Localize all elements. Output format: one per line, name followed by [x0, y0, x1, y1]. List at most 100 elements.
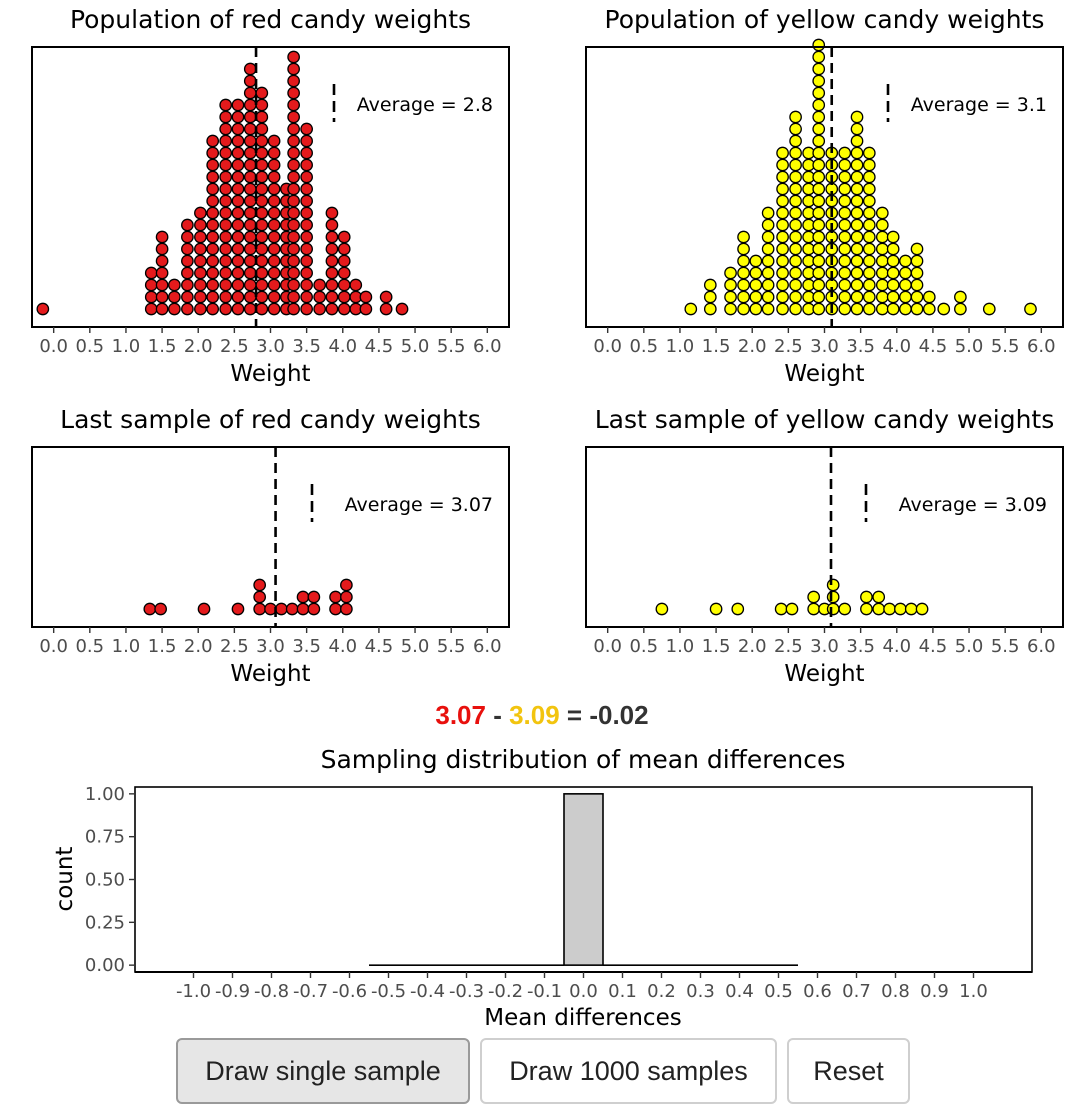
- data-point: [219, 242, 233, 256]
- data-point: [872, 602, 886, 616]
- data-point: [838, 230, 852, 244]
- data-point: [329, 590, 342, 604]
- x-tick-label: 3.0: [810, 336, 839, 357]
- data-point: [850, 230, 864, 244]
- data-point: [287, 146, 300, 160]
- data-point: [287, 170, 300, 184]
- data-point: [206, 242, 220, 256]
- data-point: [194, 302, 207, 316]
- data-point: [287, 182, 300, 196]
- x-tick-label: -0.5: [371, 981, 406, 1002]
- data-point: [850, 146, 864, 160]
- x-tick-label: 0.5: [764, 981, 793, 1002]
- data-point: [850, 206, 864, 220]
- data-point: [910, 242, 924, 256]
- data-point: [267, 242, 281, 256]
- data-point: [850, 134, 864, 148]
- data-point: [255, 98, 269, 112]
- data-point: [287, 86, 300, 100]
- x-tick-label: 3.5: [846, 336, 875, 357]
- data-point: [300, 158, 313, 172]
- data-point: [812, 86, 826, 100]
- data-point: [724, 266, 737, 280]
- data-point: [776, 194, 789, 208]
- data-point: [300, 290, 313, 304]
- data-point: [826, 578, 840, 592]
- x-tick-label: 3.5: [292, 336, 321, 357]
- data-point: [337, 290, 351, 304]
- data-point: [243, 170, 257, 184]
- data-point: [886, 242, 900, 256]
- data-point: [243, 230, 257, 244]
- data-point: [340, 602, 353, 616]
- data-point: [915, 602, 929, 616]
- x-tick-label: 1.5: [148, 336, 177, 357]
- data-point: [789, 122, 802, 136]
- data-point: [274, 602, 288, 616]
- x-tick-label: 5.5: [437, 636, 466, 657]
- x-tick-label: 0.1: [608, 981, 637, 1002]
- data-point: [761, 302, 775, 316]
- data-point: [243, 194, 257, 208]
- data-point: [243, 122, 257, 136]
- x-tick-label: 0.3: [686, 981, 715, 1002]
- data-point: [838, 290, 852, 304]
- data-point: [337, 302, 351, 316]
- data-point: [337, 266, 351, 280]
- data-point: [325, 302, 339, 316]
- x-tick-label: -0.9: [215, 981, 250, 1002]
- data-point: [337, 242, 351, 256]
- data-point: [789, 290, 802, 304]
- data-point: [194, 266, 207, 280]
- x-tick-label: 4.0: [328, 336, 357, 357]
- panel-title: Last sample of red candy weights: [60, 405, 481, 434]
- data-point: [812, 290, 826, 304]
- data-point: [812, 278, 826, 292]
- data-point: [267, 182, 281, 196]
- reset-button[interactable]: Reset: [787, 1038, 910, 1104]
- data-point: [737, 230, 750, 244]
- data-point: [850, 110, 864, 124]
- data-point: [325, 254, 339, 268]
- data-point: [776, 182, 789, 196]
- data-point: [776, 254, 789, 268]
- data-point: [737, 302, 750, 316]
- data-point: [862, 206, 876, 220]
- data-point: [761, 290, 775, 304]
- data-point: [243, 254, 257, 268]
- data-point: [776, 158, 789, 172]
- data-point: [910, 302, 924, 316]
- data-point: [219, 170, 233, 184]
- x-tick-label: 5.5: [991, 336, 1020, 357]
- data-point: [300, 134, 313, 148]
- difference-result: = -0.02: [559, 700, 649, 730]
- data-point: [812, 206, 826, 220]
- data-point: [850, 158, 864, 172]
- chart-canvas: Population of red candy weights Average =…: [31, 5, 1064, 1030]
- data-point: [287, 110, 300, 124]
- data-point: [287, 98, 300, 112]
- data-point: [287, 62, 300, 76]
- data-point: [255, 254, 269, 268]
- draw-1000-samples-button[interactable]: Draw 1000 samples: [480, 1038, 777, 1104]
- data-point: [255, 170, 269, 184]
- data-point: [206, 266, 220, 280]
- data-point: [886, 290, 900, 304]
- x-tick-label: 6.0: [1027, 336, 1056, 357]
- data-point: [812, 122, 826, 136]
- draw-single-sample-button[interactable]: Draw single sample: [176, 1038, 470, 1104]
- data-point: [785, 602, 799, 616]
- data-point: [761, 266, 775, 280]
- data-point: [789, 170, 802, 184]
- data-point: [875, 230, 889, 244]
- data-point: [749, 266, 763, 280]
- data-point: [703, 290, 717, 304]
- data-point: [812, 74, 826, 88]
- data-point: [325, 290, 339, 304]
- data-point: [1024, 302, 1037, 316]
- data-point: [243, 266, 257, 280]
- plot-frame: [31, 446, 510, 628]
- data-point: [287, 74, 300, 88]
- data-point: [287, 158, 300, 172]
- x-tick-label: 5.5: [991, 636, 1020, 657]
